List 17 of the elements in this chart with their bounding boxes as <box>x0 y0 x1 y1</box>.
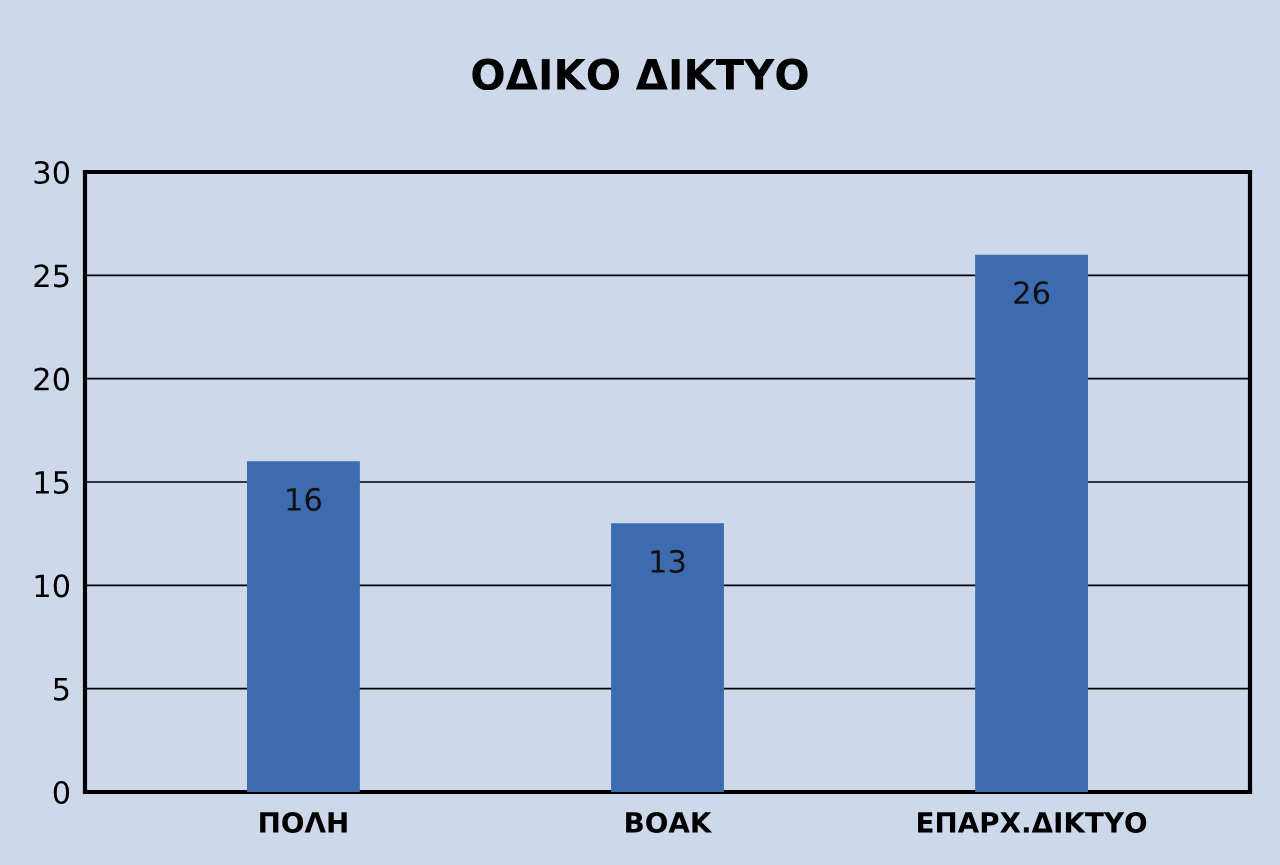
x-tick-label: ΕΠΑΡΧ.ΔΙΚΤΥΟ <box>918 811 1147 833</box>
y-tick-label: 0 <box>53 780 70 805</box>
y-tick-label: 25 <box>34 264 69 288</box>
y-tick-label: 15 <box>35 471 69 495</box>
y-tick-label: 30 <box>34 160 70 185</box>
y-tick-label: 10 <box>35 574 70 598</box>
data-label: 13 <box>651 549 685 573</box>
data-label: 26 <box>1014 281 1050 305</box>
x-tick-label: ΒΟΑΚ <box>626 811 713 833</box>
bar <box>611 523 724 792</box>
y-tick-label: 20 <box>34 367 70 391</box>
y-tick-label: 5 <box>54 678 69 701</box>
data-label: 16 <box>287 487 321 511</box>
bar <box>247 461 360 792</box>
bar <box>975 254 1088 792</box>
x-tick-label: ΠΟΛΗ <box>260 811 347 833</box>
chart-title: ΟΔΙΚΟ ΔΙΚΤΥΟ <box>472 58 808 91</box>
